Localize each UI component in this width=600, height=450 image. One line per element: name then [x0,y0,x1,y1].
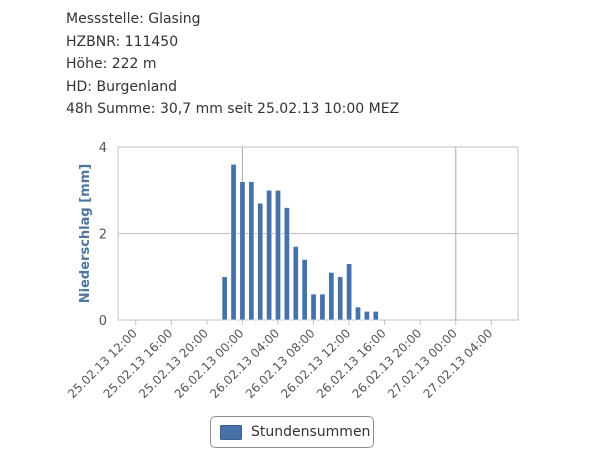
bar [319,293,326,321]
bar [248,181,255,321]
bar [301,259,308,321]
precipitation-sum-48h: 48h Summe: 30,7 mm seit 25.02.13 10:00 M… [66,101,400,117]
chart-legend[interactable]: Stundensummen [210,416,374,448]
y-axis-title: Niederschlag [mm] [78,164,93,303]
bar [275,189,281,321]
bar [328,272,335,321]
bar [283,207,290,321]
bar [372,311,379,321]
bar [346,263,353,321]
bar [292,246,299,321]
bar [230,164,237,321]
station-hzbnr: HZBNR: 111450 [66,33,179,50]
legend-label: Stundensummen [251,424,371,440]
station-height: Höhe: 222 m [66,56,157,72]
station-info: Messstelle: Glasing HZBNR: 111450 Höhe: … [66,8,399,121]
station-name: Messstelle: Glasing [66,11,201,27]
bar [239,181,246,321]
bar [355,306,361,321]
bar [310,293,317,321]
y-tick-label: 4 [99,141,107,156]
bar [363,311,370,321]
station-hd: HD: Burgenland [66,78,178,95]
y-tick-label: 0 [99,314,107,329]
bar [257,202,264,321]
bar [337,276,344,321]
bar [266,189,273,321]
bar [221,276,228,321]
y-tick-label: 2 [99,228,107,243]
legend-swatch [220,424,242,440]
